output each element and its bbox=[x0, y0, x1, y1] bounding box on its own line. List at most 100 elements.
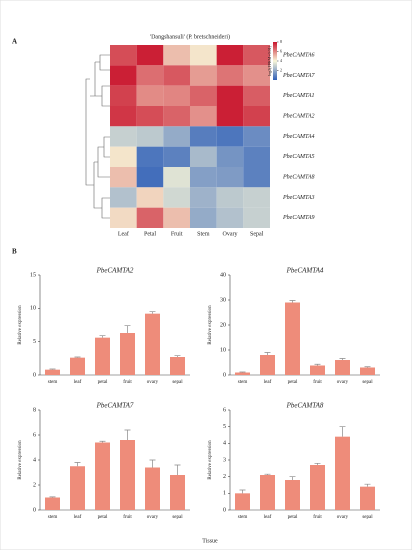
bar bbox=[360, 367, 375, 375]
heat-cell bbox=[136, 65, 164, 86]
bar bbox=[170, 357, 185, 375]
row-label: PbeCAMTA8 bbox=[282, 175, 315, 181]
colorbar-tick-label: 4 bbox=[280, 58, 282, 63]
colorbar-tick-label: 6 bbox=[280, 48, 282, 53]
chart-title: PbeCAMTA7 bbox=[96, 402, 134, 410]
row-label: PbeCAMTA5 bbox=[282, 154, 315, 160]
error-bar bbox=[49, 368, 56, 370]
x-tick-label: fruit bbox=[123, 380, 132, 385]
error-bar bbox=[124, 325, 131, 333]
heat-cell bbox=[216, 45, 244, 66]
y-tick-label: 5 bbox=[33, 339, 36, 345]
error-bar bbox=[174, 355, 181, 357]
heat-cell bbox=[163, 85, 190, 106]
heat-cell bbox=[163, 207, 190, 228]
heat-cell bbox=[190, 126, 217, 147]
x-tick-label: ovary bbox=[147, 515, 159, 520]
x-tick-label: sepal bbox=[172, 515, 183, 520]
x-tick-label: fruit bbox=[123, 515, 132, 520]
error-bar bbox=[149, 311, 156, 314]
y-tick-label: 5 bbox=[223, 424, 226, 430]
heat-cell bbox=[110, 126, 137, 147]
bar bbox=[45, 497, 60, 510]
y-axis-label: Relative expression bbox=[18, 440, 23, 480]
heat-cell bbox=[243, 187, 270, 208]
error-bar bbox=[364, 366, 371, 368]
y-tick-label: 0 bbox=[33, 372, 36, 378]
heat-cell bbox=[190, 85, 217, 106]
bar bbox=[95, 337, 110, 375]
y-tick-label: 0 bbox=[33, 507, 36, 513]
y-tick-label: 2 bbox=[223, 474, 226, 480]
y-tick-label: 4 bbox=[33, 457, 36, 463]
y-axis-label: Relative expression bbox=[208, 305, 213, 345]
error-bar bbox=[99, 335, 106, 338]
y-tick-label: 10 bbox=[220, 347, 226, 353]
bar bbox=[95, 442, 110, 510]
x-tick-label: petal bbox=[288, 515, 298, 520]
heat-cell bbox=[110, 187, 137, 208]
heat-cell bbox=[163, 146, 190, 167]
heat-cell bbox=[216, 106, 244, 127]
x-tick-label: fruit bbox=[313, 515, 322, 520]
x-tick-label: petal bbox=[98, 515, 108, 520]
bar bbox=[310, 365, 325, 375]
x-tick-label: stem bbox=[238, 515, 248, 520]
x-tick-label: fruit bbox=[313, 380, 322, 385]
x-tick-label: Leaf bbox=[118, 230, 129, 237]
bar bbox=[145, 467, 160, 510]
heat-cell bbox=[136, 126, 164, 147]
bar bbox=[310, 465, 325, 510]
x-tick-label: Petal bbox=[144, 231, 156, 237]
heat-cell bbox=[110, 207, 137, 228]
x-tick-label: ovary bbox=[147, 380, 159, 385]
error-bar bbox=[339, 358, 346, 360]
y-axis-label: Relative expression bbox=[18, 305, 23, 345]
heat-cell bbox=[136, 85, 164, 106]
y-tick-label: 2 bbox=[33, 482, 36, 488]
x-tick-label: Sepal bbox=[250, 231, 264, 237]
x-tick-label: Stem bbox=[197, 231, 210, 237]
heat-cell bbox=[243, 45, 270, 66]
x-tick-label: ovary bbox=[337, 380, 349, 385]
heat-cell bbox=[190, 167, 217, 188]
chart-title: PbeCAMTA4 bbox=[286, 267, 324, 275]
error-bar bbox=[364, 483, 371, 487]
chart-title: PbeCAMTA2 bbox=[96, 267, 134, 275]
row-label: PbeCAMTA1 bbox=[282, 93, 315, 99]
bar bbox=[45, 369, 60, 375]
heat-cell bbox=[136, 187, 164, 208]
error-bar bbox=[74, 462, 81, 467]
heat-cell bbox=[216, 85, 244, 106]
row-label: PbeCAMTA7 bbox=[282, 73, 316, 79]
bar bbox=[120, 440, 135, 510]
heat-cell bbox=[110, 85, 137, 106]
heat-cell bbox=[163, 45, 190, 66]
heat-cell bbox=[190, 207, 217, 228]
x-tick-label: sepal bbox=[172, 380, 183, 385]
x-tick-label: stem bbox=[238, 380, 248, 385]
y-tick-label: 6 bbox=[33, 432, 36, 438]
heat-cell bbox=[243, 146, 270, 167]
x-tick-label: Ovary bbox=[223, 231, 238, 237]
error-bar bbox=[264, 473, 271, 475]
heat-cell bbox=[190, 45, 217, 66]
y-tick-label: 20 bbox=[220, 322, 226, 328]
x-tick-label: sepal bbox=[362, 380, 373, 385]
heat-cell bbox=[243, 85, 270, 106]
heat-cell bbox=[136, 45, 164, 66]
error-bar bbox=[99, 440, 106, 443]
heat-cell bbox=[110, 45, 137, 66]
error-bar bbox=[239, 371, 246, 373]
bar bbox=[145, 313, 160, 375]
x-tick-label: leaf bbox=[264, 380, 272, 385]
x-tick-label: Fruit bbox=[171, 231, 183, 237]
bar bbox=[285, 480, 300, 510]
error-bar bbox=[314, 363, 321, 366]
heat-cell bbox=[136, 167, 164, 188]
error-bar bbox=[264, 352, 271, 355]
panel-label: B bbox=[12, 248, 17, 256]
y-tick-label: 4 bbox=[223, 441, 226, 447]
bar bbox=[235, 493, 250, 510]
